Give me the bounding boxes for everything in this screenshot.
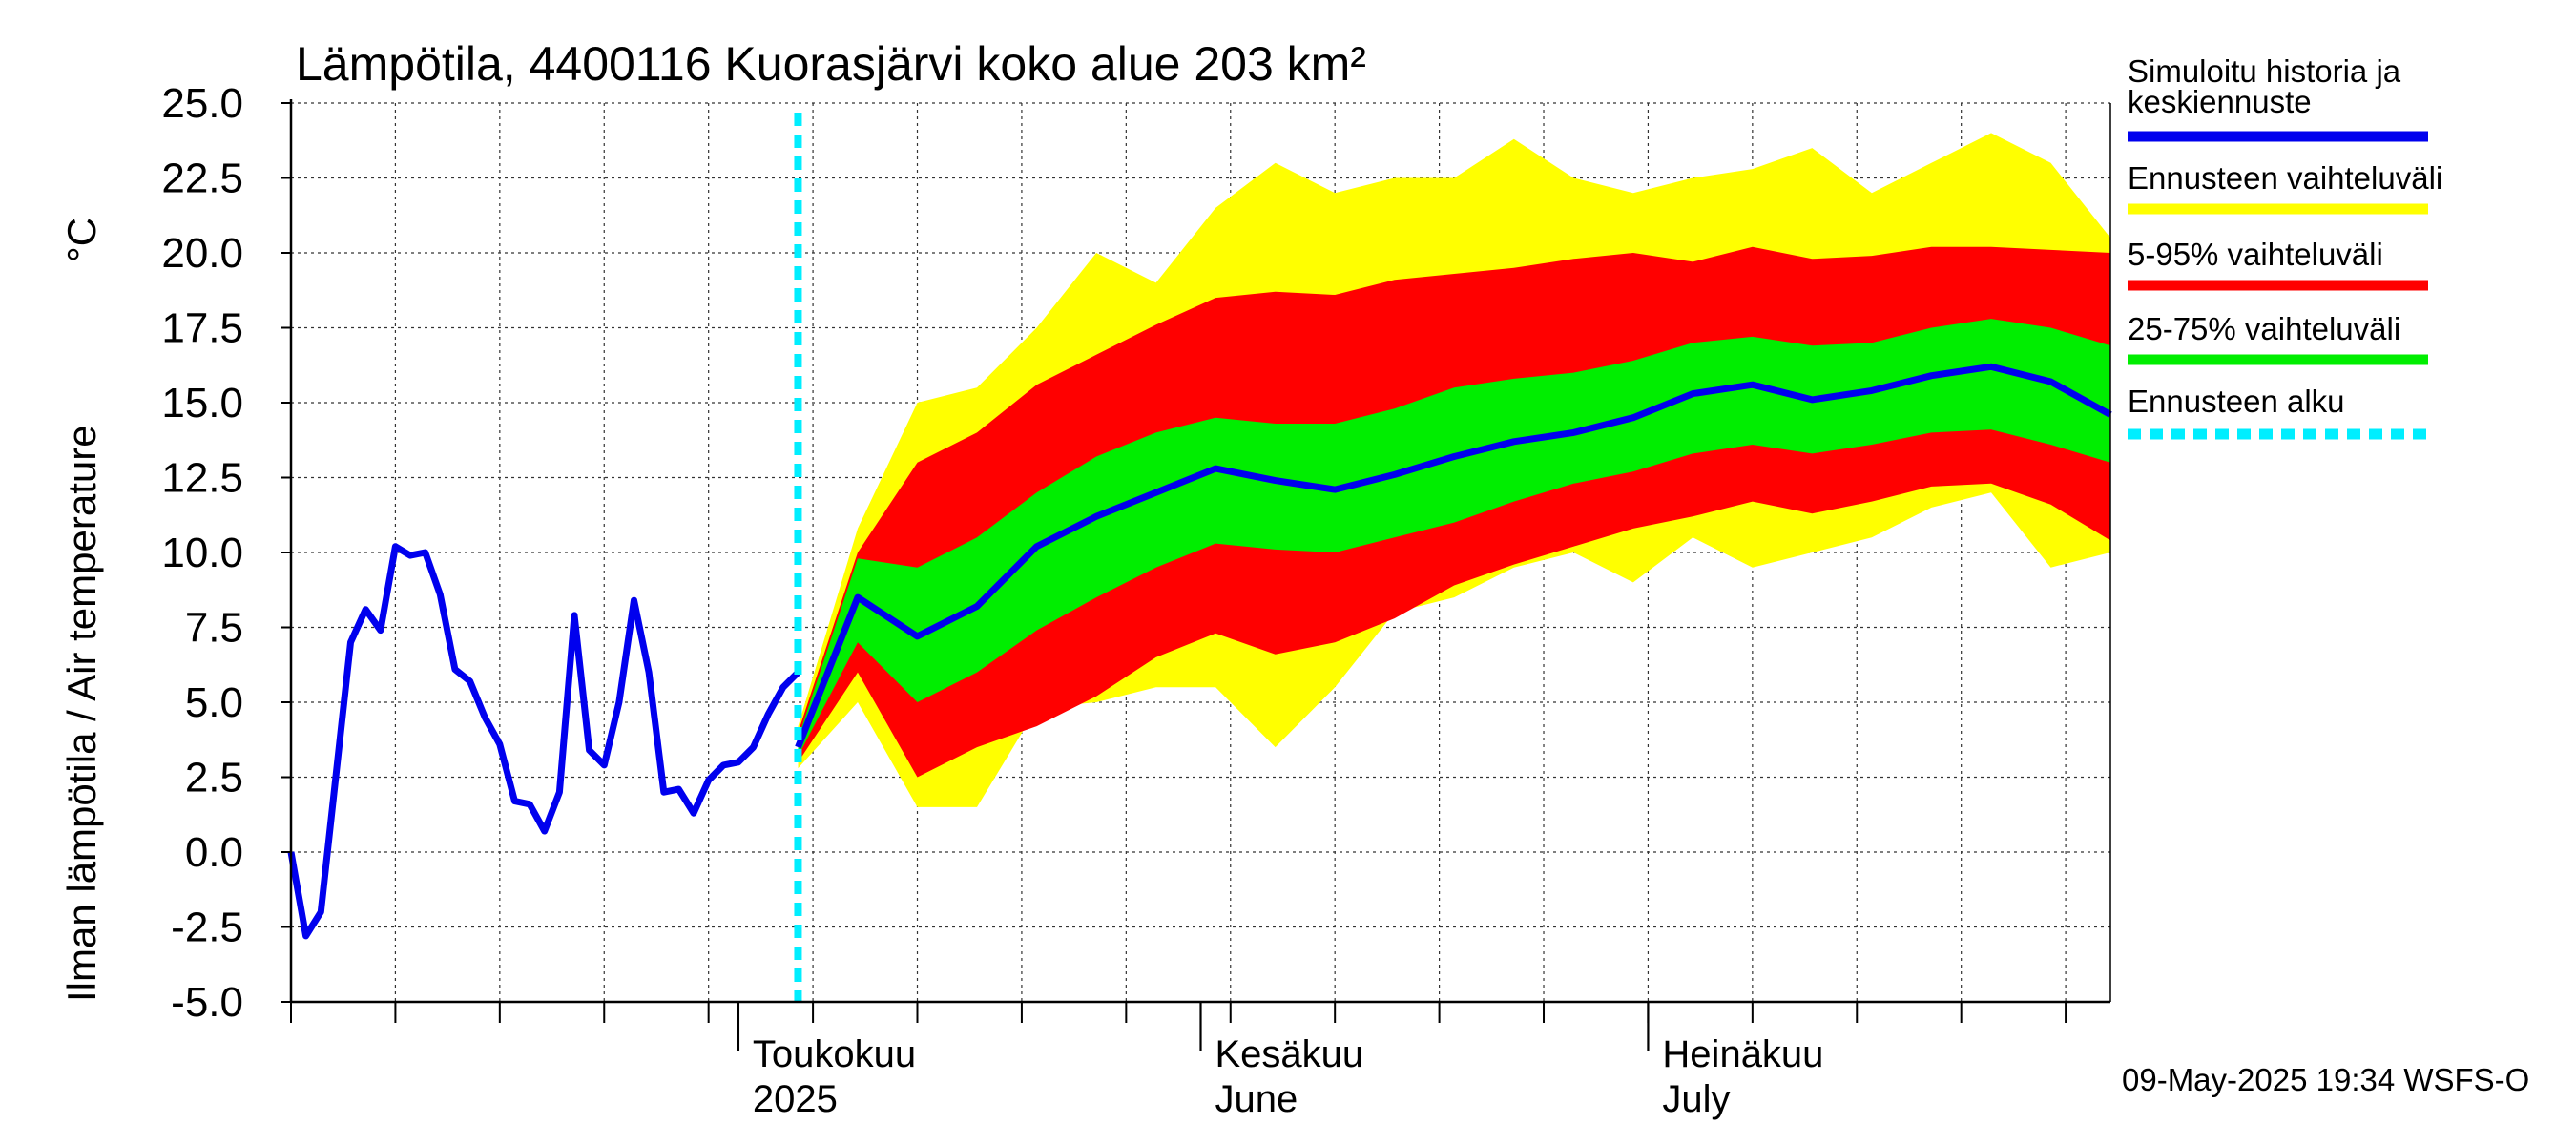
chart-title: Lämpötila, 4400116 Kuorasjärvi koko alue… [296,37,1366,91]
y-tick-label: 7.5 [185,605,243,652]
y-tick-label: -2.5 [171,905,243,951]
y-tick-labels: 25.0 22.5 20.0 17.5 15.0 12.5 10.0 7.5 5.0 2.5 0.0… [161,80,243,1026]
footer-timestamp: 09-May-2025 19:34 WSFS-O [2122,1062,2529,1097]
series-lines [287,113,2112,1002]
month-label: Toukokuu [753,1033,916,1075]
legend-label: keskiennuste [2128,84,2312,119]
y-tick-label: 15.0 [161,380,243,427]
y-tick-label: 22.5 [161,156,243,202]
y-tick-label: 10.0 [161,530,243,576]
forecast-median-line [795,363,2112,749]
y-tick-label: 25.0 [161,80,243,127]
y-axis-label: Ilman lämpötila / Air temperature [59,425,104,1002]
month-sublabel: 2025 [753,1078,838,1120]
axes [281,99,2111,1051]
legend-label: 25-75% vaihteluväli [2128,311,2400,346]
month-label: Heinäkuu [1662,1033,1823,1075]
month-label: Kesäkuu [1215,1033,1364,1075]
month-sublabel: June [1215,1078,1298,1120]
y-tick-label: -5.0 [171,979,243,1026]
y-tick-label: 5.0 [185,679,243,726]
legend-label: Ennusteen alku [2128,384,2345,419]
legend-label: 5-95% vaihteluväli [2128,237,2383,272]
forecast-bands [798,133,2110,807]
history-line [287,543,800,940]
y-tick-label: 17.5 [161,305,243,352]
y-tick-label: 12.5 [161,455,243,502]
month-sublabel: July [1662,1078,1730,1120]
y-tick-label: 0.0 [185,829,243,876]
p25-p75-band-green [798,319,2110,757]
y-tick-label: 2.5 [185,755,243,802]
y-axis-unit: °C [59,218,104,262]
y-tick-label: 20.0 [161,230,243,277]
legend-label: Ennusteen vaihteluväli [2128,160,2442,196]
legend-label: Simuloitu historia ja [2128,53,2401,89]
